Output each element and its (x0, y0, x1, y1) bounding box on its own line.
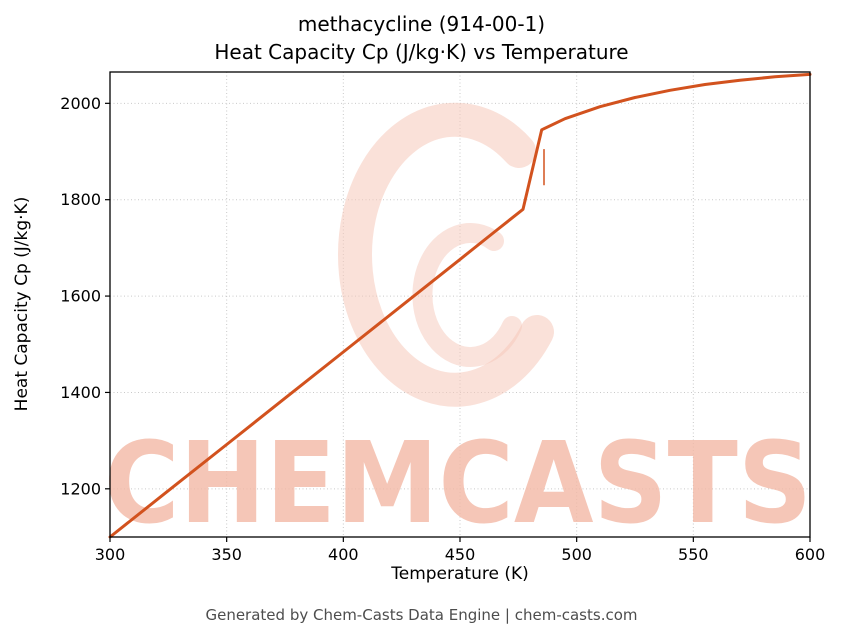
chart-title-line1: methacycline (914-00-1) (297, 12, 546, 36)
chemcasts-swirl-logo-outer (338, 102, 554, 407)
x-tick-label: 350 (211, 545, 242, 564)
y-tick-label: 1600 (60, 287, 101, 306)
x-tick-label: 500 (561, 545, 592, 564)
chemcasts-swirl-logo-inner (412, 223, 522, 367)
chart-title-line2: Heat Capacity Cp (J/kg·K) vs Temperature (214, 40, 629, 64)
y-tick-label: 2000 (60, 94, 101, 113)
x-axis-label: Temperature (K) (391, 564, 529, 584)
x-tick-label: 300 (95, 545, 126, 564)
series-line-heat-capacity (108, 72, 812, 539)
y-tick-label: 1400 (60, 383, 101, 402)
y-axis-label: Heat Capacity Cp (J/kg·K) (12, 196, 32, 412)
y-tick-label: 1200 (60, 479, 101, 498)
y-tick-label: 1800 (60, 190, 101, 209)
x-tick-label: 400 (328, 545, 359, 564)
watermark-text: CHEMCASTS (104, 419, 812, 549)
footer-credit: Generated by Chem-Casts Data Engine | ch… (205, 606, 638, 624)
chart-title: methacycline (914-00-1) Heat Capacity Cp… (0, 10, 843, 66)
x-tick-label: 450 (445, 545, 476, 564)
x-tick-label: 550 (678, 545, 709, 564)
x-tick-label: 600 (795, 545, 826, 564)
